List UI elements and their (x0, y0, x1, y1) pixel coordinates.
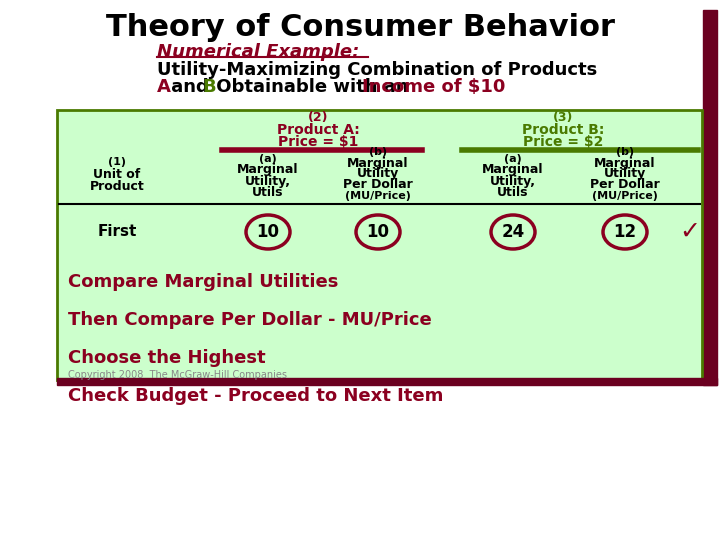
Text: Product B:: Product B: (522, 123, 604, 137)
Text: (a): (a) (504, 154, 522, 164)
FancyBboxPatch shape (57, 110, 702, 380)
Text: Marginal: Marginal (347, 157, 409, 170)
Text: 10: 10 (256, 223, 279, 241)
Text: Utils: Utils (498, 186, 528, 199)
Text: Utility: Utility (357, 167, 399, 180)
Text: Obtainable with an: Obtainable with an (210, 78, 415, 96)
Text: Marginal: Marginal (238, 164, 299, 177)
Text: Per Dollar: Per Dollar (590, 179, 660, 192)
Text: Check Budget - Proceed to Next Item: Check Budget - Proceed to Next Item (68, 387, 444, 405)
Text: Utility,: Utility, (490, 174, 536, 187)
Text: (3): (3) (553, 111, 573, 125)
Text: and: and (165, 78, 215, 96)
Text: Price = $2: Price = $2 (523, 135, 603, 149)
Text: Product A:: Product A: (276, 123, 359, 137)
Text: Utility: Utility (604, 167, 646, 180)
Text: Utils: Utils (252, 186, 284, 199)
Text: Product: Product (89, 179, 145, 192)
Text: (b): (b) (369, 147, 387, 157)
Text: Theory of Consumer Behavior: Theory of Consumer Behavior (106, 14, 614, 43)
Text: Then Compare Per Dollar - MU/Price: Then Compare Per Dollar - MU/Price (68, 311, 432, 329)
Text: A: A (157, 78, 171, 96)
Text: Utility,: Utility, (245, 174, 291, 187)
Text: First: First (97, 225, 137, 240)
Text: Marginal: Marginal (482, 164, 544, 177)
Text: (b): (b) (616, 147, 634, 157)
Text: B: B (202, 78, 216, 96)
Text: Choose the Highest: Choose the Highest (68, 349, 266, 367)
Text: Utility-Maximizing Combination of Products: Utility-Maximizing Combination of Produc… (157, 61, 598, 79)
Bar (703, 10, 717, 385)
Text: ✓: ✓ (680, 220, 701, 244)
Text: Per Dollar: Per Dollar (343, 179, 413, 192)
Text: (MU/Price): (MU/Price) (592, 191, 658, 201)
Text: (a): (a) (259, 154, 277, 164)
Text: Price = $1: Price = $1 (278, 135, 358, 149)
Text: Copyright 2008  The McGraw-Hill Companies: Copyright 2008 The McGraw-Hill Companies (68, 370, 287, 380)
Text: Marginal: Marginal (594, 157, 656, 170)
Text: Income of $10: Income of $10 (362, 78, 505, 96)
Text: Compare Marginal Utilities: Compare Marginal Utilities (68, 273, 338, 291)
Text: (1): (1) (108, 157, 126, 167)
Text: 24: 24 (501, 223, 525, 241)
Text: (2): (2) (307, 111, 328, 125)
Text: 10: 10 (366, 223, 390, 241)
Text: (MU/Price): (MU/Price) (345, 191, 411, 201)
Bar (57, 378, 717, 385)
Text: Unit of: Unit of (94, 167, 140, 180)
Text: 12: 12 (613, 223, 636, 241)
Text: Numerical Example:: Numerical Example: (157, 43, 359, 61)
